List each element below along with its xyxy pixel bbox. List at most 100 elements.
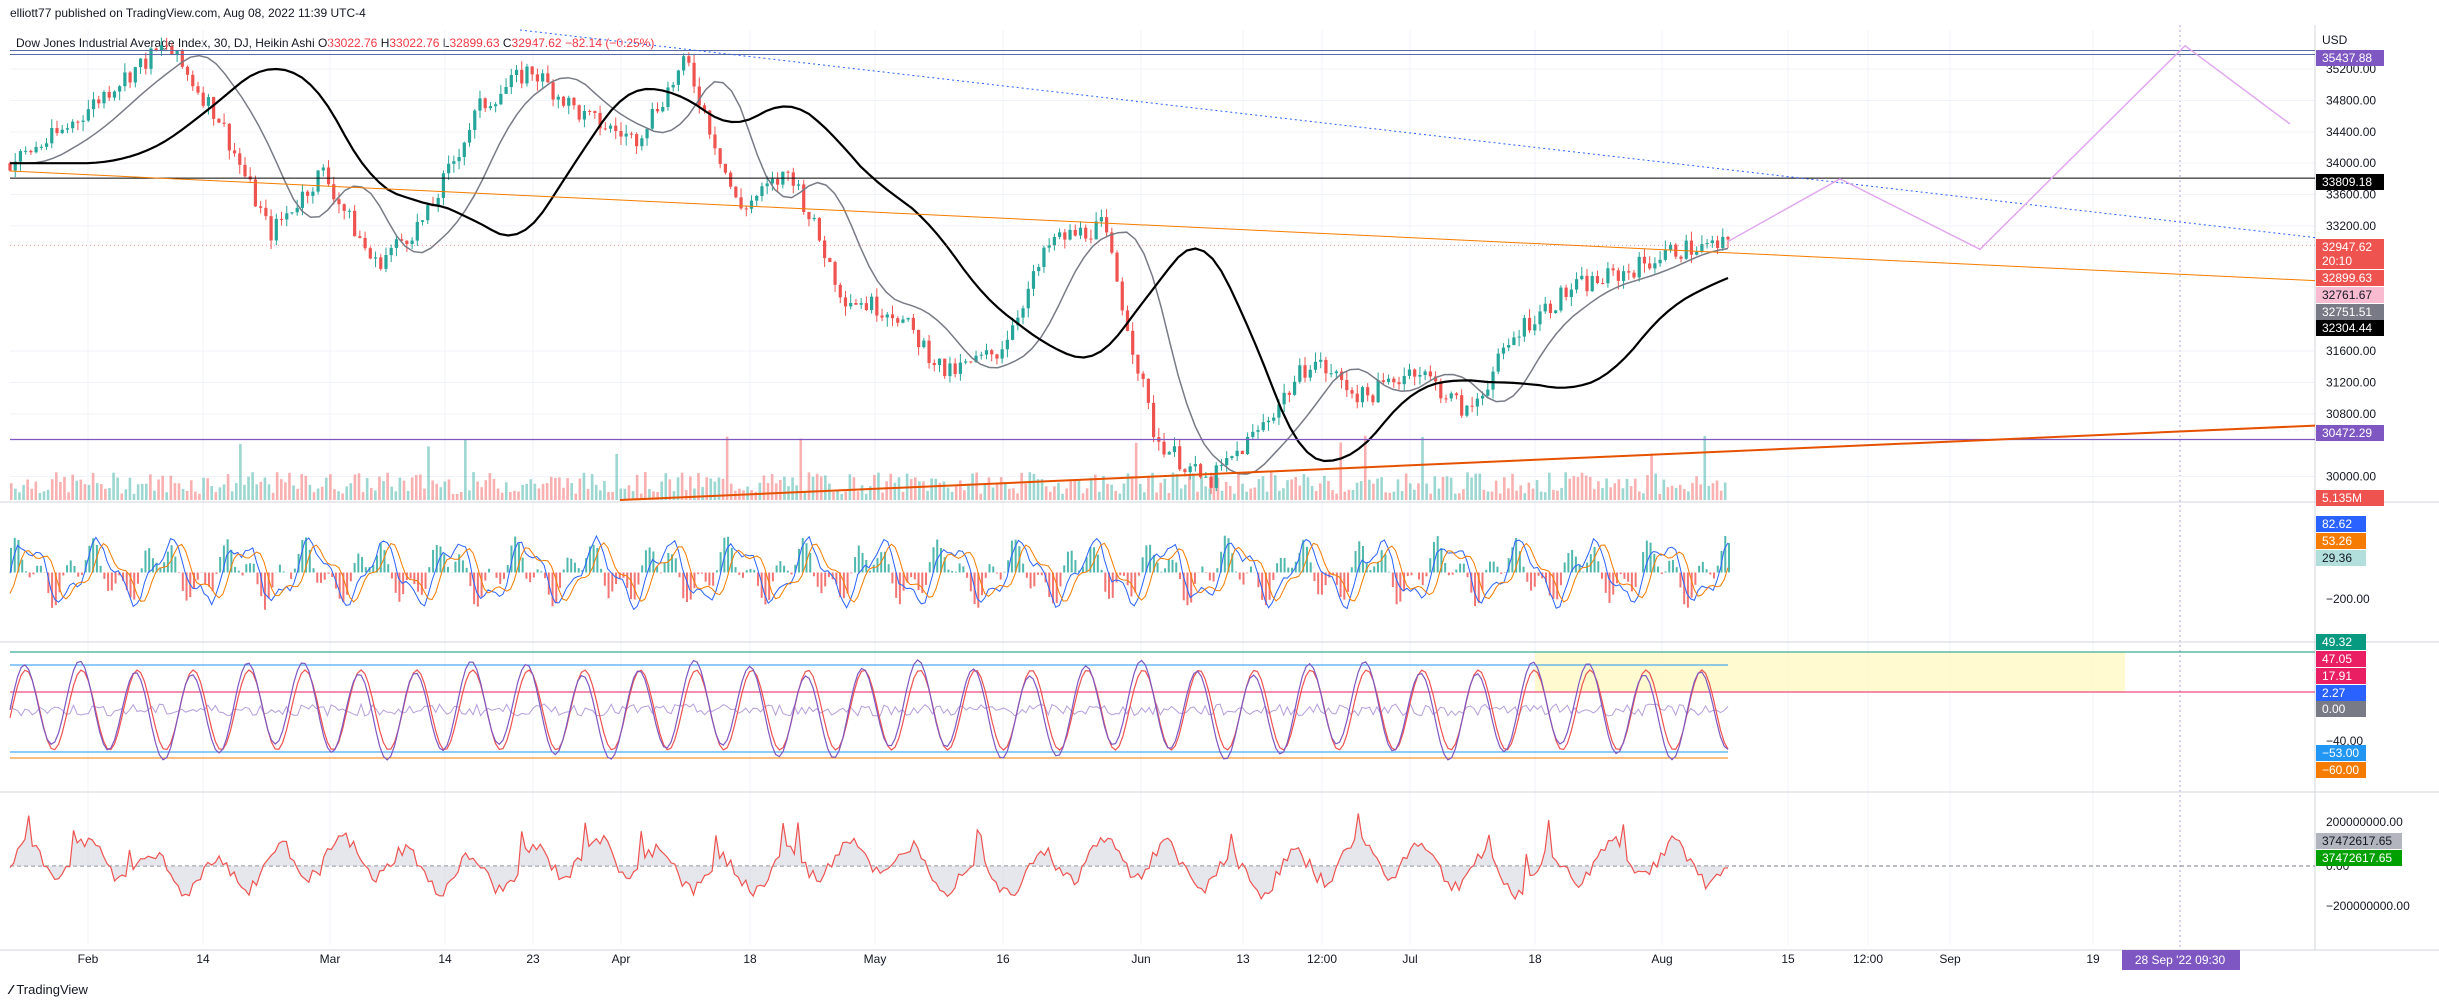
volume-bar (91, 472, 95, 500)
candle-body (363, 237, 367, 249)
volume-bar (1523, 493, 1527, 500)
candle-body (1454, 393, 1459, 396)
osc-histogram-bar (928, 562, 931, 573)
osc-histogram-bar (1291, 567, 1294, 573)
stoch-label: −53.00 (2322, 746, 2359, 760)
volume-bar (1008, 488, 1011, 500)
osc-histogram-bar (644, 550, 647, 573)
volume-bar (279, 479, 283, 500)
candle-body (1726, 236, 1730, 240)
candle-body (232, 150, 237, 154)
candle-body (1063, 232, 1067, 240)
volume-bar (1482, 489, 1486, 500)
oscillator-pane[interactable] (9, 534, 1730, 611)
time-axis[interactable]: Feb 14 Mar 14 23 Apr 18 May 16 Jun 13 12:00 Jul 18 Aug… (78, 950, 2240, 970)
volume-bar (1003, 482, 1007, 500)
volume-bar (1163, 478, 1167, 500)
osc-histogram-bar (480, 572, 483, 597)
osc-histogram-bar (1081, 566, 1084, 573)
candle-body (520, 69, 524, 84)
candle-body (629, 133, 634, 135)
candle-body (1517, 336, 1521, 338)
candle-body (635, 134, 639, 147)
osc-histogram-bar (1033, 572, 1036, 587)
volume-bar (517, 491, 520, 500)
osc-histogram-bar (66, 565, 69, 573)
volume-bar (202, 477, 205, 500)
volume-bar (799, 438, 803, 500)
osc-histogram-bar (1048, 572, 1051, 597)
volume-bar (582, 472, 586, 500)
price-label-tag (2316, 239, 2384, 255)
osc-histogram-bar (954, 571, 957, 573)
osc-histogram-bar (36, 565, 39, 573)
osc-histogram-bar (1242, 572, 1245, 585)
volume-bar (1691, 482, 1694, 500)
osc-histogram-bar (435, 544, 438, 573)
volume-flow-pane[interactable] (9, 813, 2315, 901)
candle-body (744, 208, 748, 210)
osc-histogram-bar (596, 547, 599, 573)
candle-body (755, 195, 759, 201)
volume-bar (1666, 487, 1670, 500)
volume-bar (869, 486, 872, 500)
volume-bar (1249, 488, 1253, 500)
osc-histogram-bar (779, 561, 782, 573)
candle-body (1486, 389, 1490, 396)
volume-bar (378, 476, 381, 500)
volume-bar (1126, 473, 1130, 500)
volume-bar (1073, 479, 1077, 500)
volume-bar (308, 484, 312, 500)
osc-histogram-bar (181, 572, 184, 591)
candle-body (1324, 359, 1328, 374)
price-tick-label: 30000.00 (2326, 470, 2376, 484)
flow-tick-label: 200000000.00 (2326, 815, 2403, 829)
volume-bar (807, 472, 811, 500)
osc-histogram-bar (1164, 568, 1167, 573)
candle-body (1621, 271, 1626, 281)
osc-histogram-bar (854, 557, 857, 573)
stochastic-pane[interactable] (9, 651, 2315, 761)
osc-histogram-bar (1455, 569, 1458, 573)
osc-histogram-bar (1309, 562, 1312, 573)
volume-bar (1425, 483, 1428, 500)
volume-bar (930, 478, 933, 500)
osc-histogram-bar (984, 572, 987, 578)
volume-bar (881, 492, 884, 500)
candle-body (1016, 317, 1020, 326)
candle-body (1616, 270, 1620, 281)
symbol-title[interactable]: Dow Jones Industrial Average Index, 30, … (16, 36, 315, 50)
osc-histogram-bar (1675, 567, 1678, 573)
volume-bar (934, 478, 938, 500)
candle-body (1000, 349, 1004, 359)
osc-histogram-bar (1328, 572, 1331, 578)
osc-histogram-bar (883, 551, 886, 573)
price-axis[interactable]: 35200.0034800.0034400.0034000.0033600.00… (2316, 33, 2410, 913)
volume-bar (59, 481, 62, 500)
price-pane[interactable] (8, 29, 2316, 501)
symbol-legend: Dow Jones Industrial Average Index, 30, … (16, 36, 654, 50)
volume-bar (1646, 475, 1649, 500)
osc-histogram-bar (249, 563, 252, 573)
candle-body (1037, 267, 1041, 272)
candle-body (180, 50, 184, 67)
price-tick-label: 34800.00 (2326, 94, 2376, 108)
osc-histogram-bar (69, 560, 72, 573)
osc-histogram-bar (372, 564, 375, 573)
tradingview-footer[interactable]: ⁄⁄ TradingView (10, 982, 88, 997)
osc-histogram-bar (413, 572, 416, 585)
osc-histogram-bar (1055, 572, 1058, 603)
candle-body (1136, 354, 1140, 374)
candle-body (1292, 381, 1297, 395)
osc-histogram-bar (910, 572, 913, 578)
ma-long-line (10, 67, 1729, 463)
volume-bar (124, 489, 128, 500)
osc-histogram-bar (379, 543, 382, 573)
candle-body (603, 128, 607, 130)
volume-bar (402, 480, 406, 500)
osc-histogram-bar (458, 554, 461, 573)
osc-histogram-bar (1358, 541, 1361, 573)
candle-body (467, 129, 472, 143)
osc-histogram-bar (1694, 572, 1697, 585)
